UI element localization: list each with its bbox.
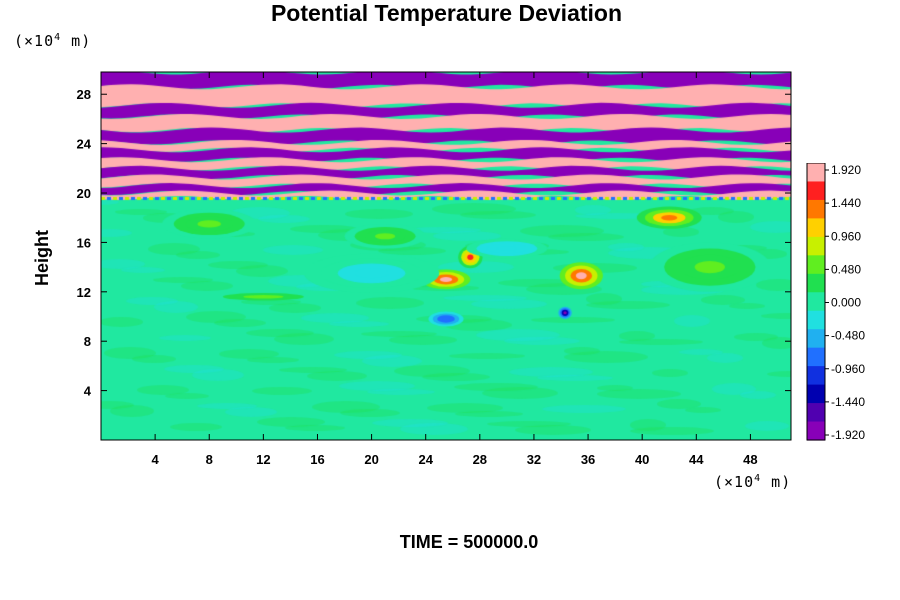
colorbar-label: -1.440 — [831, 395, 865, 409]
y-unit-exponent: 4 — [54, 32, 62, 43]
colorbar: 1.920 1.440 0.960 0.480 0.000 -0.480 -0.960 -1.… — [806, 163, 865, 442]
time-label: TIME = 500000.0 — [399, 532, 539, 552]
x-tick-label: 44 — [689, 452, 704, 467]
colorbar-swatch — [807, 236, 825, 256]
colorbar-label: -0.480 — [831, 329, 865, 343]
x-tick-label: 36 — [581, 452, 595, 467]
colorbar-swatch — [807, 292, 825, 312]
x-tick-label: 8 — [206, 452, 213, 467]
y-unit-prefix: (×10 — [14, 32, 55, 50]
colorbar-swatch — [807, 366, 825, 386]
y-tick-label: 12 — [77, 285, 91, 300]
x-unit-prefix: (×10 — [714, 473, 755, 491]
y-tick-label: 8 — [84, 334, 91, 349]
x-tick-label: 48 — [743, 452, 757, 467]
y-tick-label: 28 — [77, 87, 91, 102]
colorbar-frame — [806, 163, 826, 441]
x-tick-label: 12 — [256, 452, 270, 467]
colorbar-label: -0.960 — [831, 362, 865, 376]
colorbar-swatch — [807, 181, 825, 201]
x-tick-label: 4 — [152, 452, 160, 467]
colorbar-swatch — [807, 310, 825, 330]
colorbar-swatch — [807, 163, 825, 183]
x-tick-label: 16 — [310, 452, 324, 467]
x-tick-label: 20 — [364, 452, 378, 467]
plot-frame — [100, 71, 792, 441]
colorbar-swatch — [807, 329, 825, 349]
x-tick-label: 28 — [473, 452, 487, 467]
x-tick-label: 32 — [527, 452, 541, 467]
y-unit-suffix: m) — [61, 32, 92, 50]
y-tick-label: 24 — [77, 137, 92, 152]
x-axis-unit: (×104 m) — [714, 473, 791, 491]
x-unit-suffix: m) — [761, 473, 792, 491]
x-tick-label: 40 — [635, 452, 649, 467]
colorbar-label: 0.480 — [831, 262, 861, 276]
colorbar-label: 1.920 — [831, 163, 861, 177]
colorbar-label: 1.440 — [831, 196, 861, 210]
colorbar-swatch — [807, 421, 825, 441]
colorbar-label: 0.960 — [831, 229, 861, 243]
y-axis-unit: (×104 m) — [14, 32, 91, 50]
colorbar-swatch — [807, 347, 825, 367]
y-tick-label: 20 — [77, 186, 91, 201]
x-unit-exponent: 4 — [754, 473, 762, 484]
y-tick-label: 16 — [77, 235, 91, 250]
colorbar-swatch — [807, 255, 825, 275]
colorbar-swatch — [807, 199, 825, 219]
heatmap-field — [101, 72, 791, 440]
y-tick-label: 4 — [84, 384, 92, 399]
colorbar-swatch — [807, 403, 825, 423]
colorbar-swatch — [807, 384, 825, 404]
colorbar-label: 0.000 — [831, 296, 861, 310]
colorbar-label: -1.920 — [831, 428, 865, 442]
colorbar-swatch — [807, 218, 825, 238]
chart-title: Potential Temperature Deviation — [270, 0, 623, 26]
colorbar-swatch — [807, 273, 825, 293]
x-tick-label: 24 — [418, 452, 433, 467]
